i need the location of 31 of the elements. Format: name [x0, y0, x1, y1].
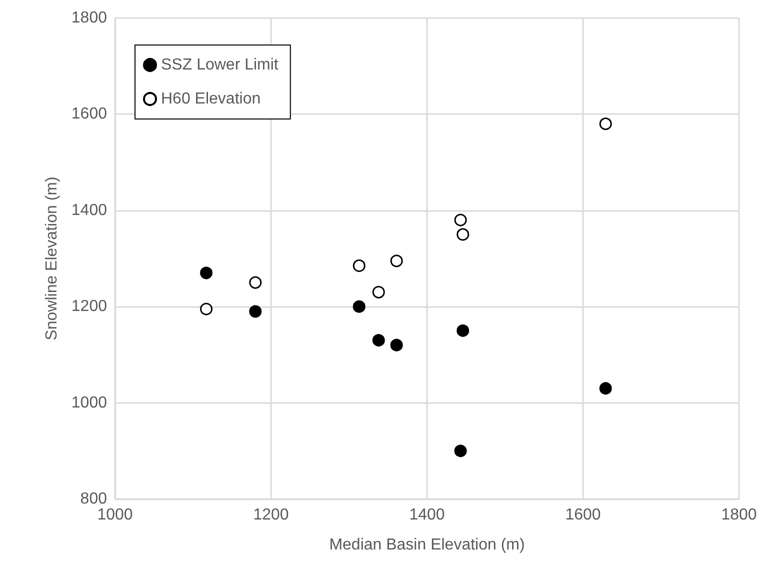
y-tick-label: 1400 [71, 202, 108, 219]
y-tick-label: 800 [80, 490, 108, 508]
y-tick-label: 1200 [71, 298, 108, 316]
x-axis-title: Median Basin Elevation (m) [329, 536, 525, 554]
point [454, 444, 467, 458]
x-tick-label: 1000 [97, 506, 133, 524]
point [454, 214, 467, 226]
point [372, 334, 385, 347]
point [200, 266, 213, 280]
point [456, 324, 470, 337]
y-axis-title: Snowline Elevation (m) [44, 176, 60, 340]
x-tick-label: 1600 [565, 506, 601, 524]
y-tick-label: 1800 [71, 10, 108, 26]
point [599, 382, 612, 395]
x-tick-label: 1400 [409, 506, 445, 524]
legend-label: H60 Elevation [161, 90, 261, 108]
point [249, 276, 262, 289]
point [249, 305, 262, 318]
point [352, 259, 366, 272]
y-tick-label: 1000 [71, 394, 108, 412]
point [390, 338, 403, 352]
point [599, 118, 612, 130]
x-tick-label: 1200 [253, 506, 289, 524]
x-tick-label: 1800 [721, 506, 757, 524]
point [352, 300, 366, 313]
y-tick-label: 1600 [71, 106, 108, 123]
point [390, 254, 403, 268]
point [372, 286, 385, 298]
point [456, 228, 470, 241]
legend-label: SSZ Lower Limit [161, 56, 279, 74]
point [200, 302, 213, 316]
